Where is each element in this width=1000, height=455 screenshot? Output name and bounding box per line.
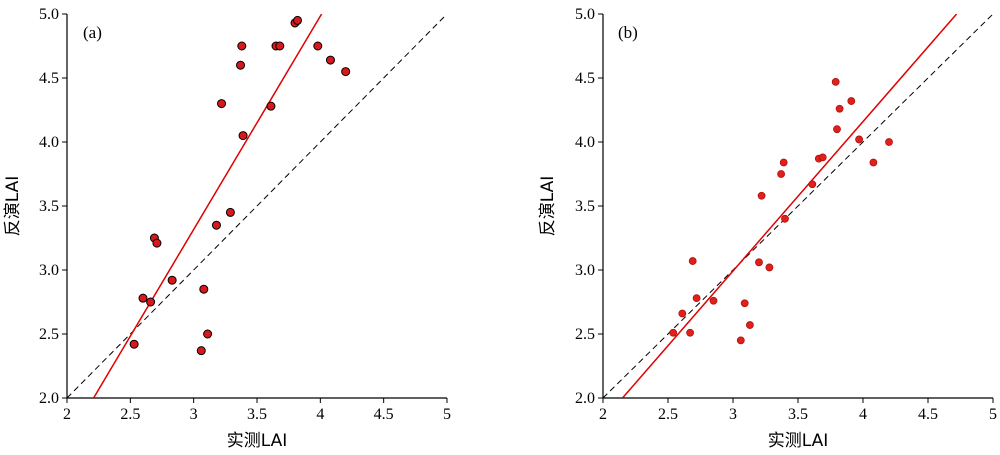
- data-point: [692, 294, 701, 303]
- data-point: [203, 329, 213, 339]
- data-point: [855, 135, 863, 144]
- x-tick-label: 3.5: [247, 406, 267, 423]
- y-tick-label: 5.0: [575, 6, 595, 23]
- x-axis-title: 实测LAI: [768, 431, 829, 451]
- data-point: [211, 220, 221, 230]
- x-tick-label: 2: [599, 406, 607, 423]
- data-point: [199, 284, 209, 294]
- data-point: [129, 339, 139, 349]
- data-point: [736, 336, 745, 345]
- y-tick-label: 4.5: [575, 70, 595, 87]
- data-point: [740, 299, 749, 308]
- data-point: [167, 275, 177, 285]
- data-point: [688, 257, 697, 265]
- y-tick-label: 3.5: [575, 198, 595, 215]
- y-tick-label: 2.0: [39, 390, 59, 407]
- data-point: [765, 263, 774, 272]
- data-point: [755, 258, 763, 267]
- y-tick-label: 4.0: [575, 134, 595, 151]
- data-point: [237, 41, 247, 51]
- y-axis-title: 反演LAI: [3, 176, 23, 237]
- y-tick-label: 2.0: [575, 390, 595, 407]
- y-tick-label: 2.5: [39, 326, 59, 343]
- data-point: [669, 328, 678, 337]
- data-point: [225, 207, 235, 217]
- reference-line: [603, 14, 993, 398]
- x-tick-label: 3: [729, 406, 737, 423]
- y-tick-label: 2.5: [575, 326, 595, 343]
- y-tick-label: 3.0: [575, 262, 595, 279]
- data-point: [686, 328, 694, 337]
- data-point: [777, 170, 785, 178]
- data-point: [266, 101, 276, 111]
- data-point: [831, 77, 840, 86]
- data-point: [152, 238, 162, 248]
- data-point: [293, 15, 303, 25]
- data-point: [217, 99, 227, 109]
- fit-line: [92, 14, 323, 398]
- x-tick-label: 3: [190, 406, 198, 423]
- x-tick-label: 4.5: [374, 406, 394, 423]
- data-point: [869, 158, 878, 167]
- x-tick-label: 2.5: [658, 406, 678, 423]
- data-point: [833, 125, 841, 134]
- x-tick-label: 2.5: [120, 406, 140, 423]
- x-axis-title: 实测LAI: [227, 431, 288, 451]
- x-tick-label: 4.5: [918, 406, 938, 423]
- y-axis-title: 反演LAI: [538, 176, 558, 237]
- x-tick-label: 5: [443, 406, 451, 423]
- data-point: [275, 41, 285, 51]
- data-point: [818, 153, 827, 162]
- panel-label: (a): [83, 23, 102, 42]
- x-tick-label: 2: [63, 406, 71, 423]
- data-point: [746, 321, 754, 329]
- panel-label: (b): [618, 23, 638, 42]
- reference-line: [67, 14, 447, 398]
- data-point: [325, 55, 335, 65]
- fit-line: [621, 14, 958, 398]
- y-tick-label: 5.0: [39, 6, 59, 23]
- y-tick-label: 3.5: [39, 198, 59, 215]
- data-point: [196, 346, 206, 356]
- data-point: [236, 60, 246, 70]
- data-point: [238, 131, 248, 141]
- data-point: [808, 180, 817, 189]
- data-point: [146, 297, 156, 307]
- data-point: [709, 296, 718, 305]
- data-point: [885, 138, 893, 146]
- data-point: [779, 158, 788, 167]
- data-point: [138, 293, 148, 303]
- y-tick-label: 4.0: [39, 134, 59, 151]
- panel-a: 2 2.5 3 3.5 4 4.5 5 2.0 2.5 3.0 3.5 4.0 4.5 5.0 实测LAI 反…: [3, 6, 451, 451]
- data-point: [847, 97, 856, 105]
- x-tick-label: 3.5: [788, 406, 808, 423]
- data-point: [835, 104, 844, 113]
- data-point: [341, 67, 351, 77]
- x-tick-label: 4: [316, 406, 324, 423]
- data-point: [313, 41, 323, 51]
- y-tick-label: 3.0: [39, 262, 59, 279]
- panel-b: 2 2.5 3 3.5 4 4.5 5 2.0 2.5 3.0 3.5 4.0 4.5 5.0 实测LAI 反…: [538, 6, 997, 451]
- x-tick-label: 4: [859, 406, 867, 423]
- y-tick-label: 4.5: [39, 70, 59, 87]
- data-point: [757, 191, 766, 200]
- data-point: [781, 214, 789, 223]
- x-tick-label: 5: [989, 406, 997, 423]
- data-point: [678, 309, 687, 318]
